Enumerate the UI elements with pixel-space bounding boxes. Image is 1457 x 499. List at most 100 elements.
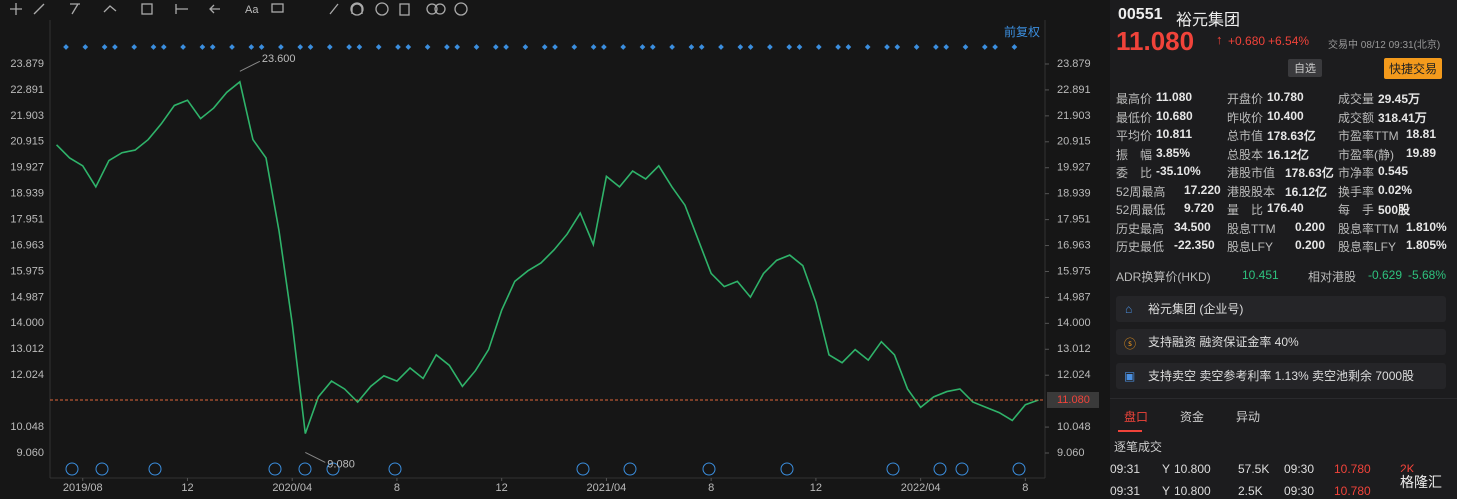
y-tick-label: 19.927 [1057,162,1091,174]
event-dot [620,44,627,50]
event-marker [955,462,969,476]
trade-cell: 09:30 [1284,484,1315,498]
stat-label: 总市值 [1227,129,1264,143]
stat-label: 港股股本 [1227,184,1276,199]
x-tick-label: 12 [181,482,193,494]
adjust-label[interactable]: 前复权 [1004,24,1040,39]
stat-value: 176.40 [1267,201,1304,215]
tab[interactable]: 盘口 [1124,410,1149,424]
y-tick-label: 15.975 [10,265,44,277]
stat-value: 3.85% [1156,145,1191,160]
stat-value: 500股 [1378,203,1411,217]
trade-cell: 09:30 [1284,462,1315,476]
y-tick-label: 19.927 [10,162,44,174]
stat-label: 成交额 [1338,110,1375,125]
adr-rel: 相对港股 [1308,270,1357,284]
y-tick-label: 23.879 [10,58,44,70]
stat-value: 0.545 [1378,164,1409,178]
stat-value: 10.780 [1267,90,1304,104]
y-tick-label: 18.939 [1057,188,1091,200]
trade-button[interactable]: 快捷交易 [1384,58,1443,79]
event-marker [623,462,637,476]
y-tick-label: 15.975 [1057,265,1091,277]
y-tick-label: 13.012 [10,343,44,355]
event-dot [737,44,744,50]
x-tick-label: 8 [708,482,714,494]
event-marker [65,462,79,476]
stat-label: 每 手 [1338,203,1375,217]
event-dot [943,44,950,50]
event-dot [541,44,548,50]
stat-value: 10.680 [1156,108,1193,123]
price: 11.080 [1116,26,1195,56]
stat-label: 总股本 [1227,147,1264,162]
event-dot [698,44,705,50]
event-dot [747,44,754,50]
event-dot [767,44,773,50]
stat-label: 换手率 [1338,184,1375,199]
event-dot [981,44,988,50]
event-dot [913,44,920,50]
y-tick-label: 12.024 [10,369,44,381]
stat-value: 29.45万 [1378,92,1421,106]
event-marker [886,462,900,476]
stat-value: 34.500 [1174,219,1211,234]
stat-value: 0.200 [1295,238,1326,252]
watermark: 格隆汇 [1400,472,1442,492]
stat-label: 最低价 [1116,110,1153,125]
stat-value: 1.805% [1406,238,1447,252]
stock-code: 00551 [1118,6,1163,23]
watch-button[interactable]: 自选 [1288,59,1322,77]
event-marker [268,462,282,476]
card[interactable]: 支持融资 融资保证金率 40% [1116,329,1446,355]
adr-diff: -0.629 [1368,268,1403,282]
trade-cell: Y [1162,462,1171,476]
event-dot [639,44,646,50]
y-tick-label: 17.951 [1057,214,1091,226]
stat-value: 10.811 [1156,127,1193,141]
event-dot [649,44,656,50]
stat-label: 量 比 [1227,203,1264,217]
stat-value: 17.220 [1184,182,1221,197]
card[interactable]: 支持卖空 卖空参考利率 1.13% 卖空池剩余 7000股 [1116,363,1446,389]
event-dot [796,44,803,50]
card[interactable]: 裕元集团 (企业号) [1116,296,1446,322]
trade-cell: 2.5K [1238,484,1263,498]
event-marker [780,462,794,476]
chart: Aa 前复权 9.060 9.060 10.048 10.048 12.024 12.02… [10,2,1099,494]
event-dot [552,44,558,50]
x-tick-label: 2019/08 [63,482,103,494]
x-tick-label: 12 [496,482,508,494]
y-tick-label: 23.879 [1057,58,1091,70]
tab[interactable]: 异动 [1236,410,1261,424]
stat-value: -35.10% [1156,164,1201,178]
trade-cell: 10.780 [1334,484,1371,498]
trade-cell: 10.780 [1334,462,1371,476]
stat-value: 1.810% [1406,219,1447,234]
toolbar-text[interactable]: Aa [245,4,259,16]
stat-label: 股息率LFY [1338,240,1397,254]
ticks-title: 逐笔成交 [1114,440,1163,454]
x-tick-label: 2021/04 [587,482,627,494]
stat-label: 52周最低 [1116,203,1166,217]
event-markers [65,462,1026,476]
stat-value: 10.400 [1267,108,1304,123]
event-dot [884,44,890,50]
trade-cell: Y [1162,484,1171,498]
trade-cell: 09:31 [1110,462,1141,476]
quote-panel: 00551 裕元集团 11.080 ↑ +0.680 +6.54% 交易中 08… [1110,0,1457,499]
event-dot [786,44,793,50]
stat-value: 0.200 [1295,219,1326,234]
stat-label: 开盘价 [1227,92,1264,106]
tab[interactable]: 资金 [1180,410,1205,424]
y-tick-label: 20.915 [1057,136,1091,148]
event-dot [1011,44,1018,50]
event-marker [148,462,162,476]
y-tick-label: 13.012 [1057,343,1091,355]
x-tick-label: 2020/04 [272,482,312,494]
adr-label: ADR换算价(HKD) [1116,270,1211,284]
annotation: 9.080 [327,458,355,470]
stat-value: 11.080 [1156,90,1193,104]
event-marker [95,462,109,476]
